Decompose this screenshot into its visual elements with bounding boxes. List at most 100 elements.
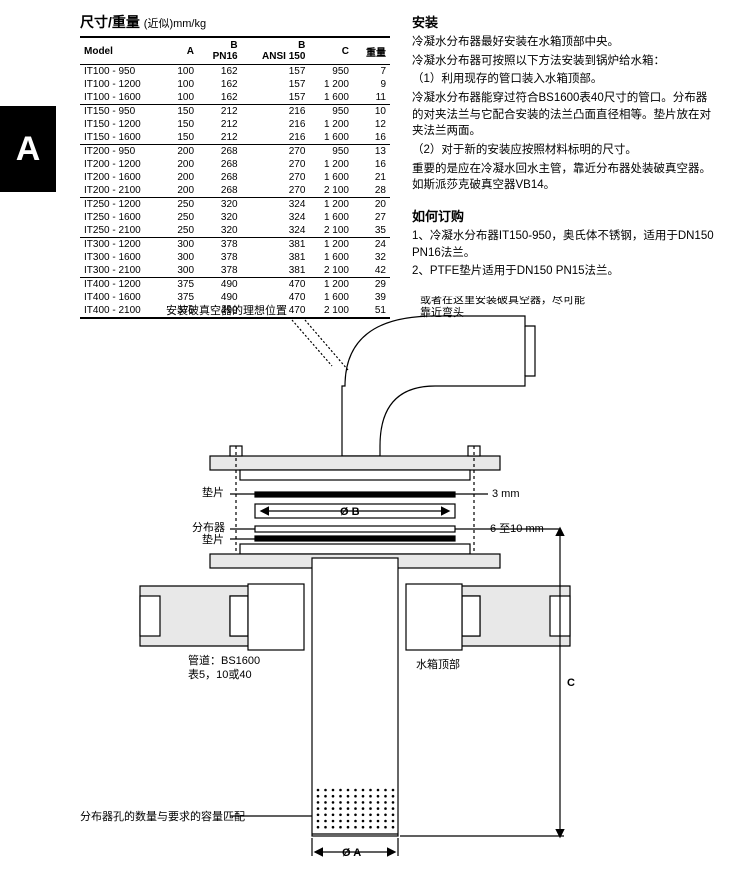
table-cell: IT250 - 1600 xyxy=(80,211,165,224)
paragraph: （2）对于新的安装应按照材料标明的尺寸。 xyxy=(412,142,716,159)
table-cell: 1 600 xyxy=(309,211,353,224)
table-cell: 35 xyxy=(353,224,390,238)
table-cell: IT250 - 1200 xyxy=(80,198,165,212)
table-cell: 200 xyxy=(165,145,198,159)
table-cell: IT400 - 1200 xyxy=(80,278,165,292)
table-cell: 16 xyxy=(353,131,390,145)
table-row: IT250 - 21002503203242 10035 xyxy=(80,224,390,238)
table-cell: 216 xyxy=(242,131,310,145)
table-header: Model xyxy=(80,37,165,65)
table-header: C xyxy=(309,37,353,65)
table-cell: 12 xyxy=(353,118,390,131)
table-cell: IT100 - 1200 xyxy=(80,78,165,91)
table-cell: 2 100 xyxy=(309,264,353,278)
table-cell: 11 xyxy=(353,91,390,105)
diagram: 安装破真空器的理想位置 或者在这里安装破真空器，尽可能 靠近弯头 垫片 Ø B … xyxy=(80,296,640,862)
table-cell: 1 600 xyxy=(309,91,353,105)
table-cell: 100 xyxy=(165,78,198,91)
table-cell: 270 xyxy=(242,171,310,184)
table-cell: IT200 - 2100 xyxy=(80,184,165,198)
table-cell: IT150 - 950 xyxy=(80,105,165,119)
table-cell: 200 xyxy=(165,184,198,198)
table-cell: 200 xyxy=(165,171,198,184)
table-cell: 950 xyxy=(309,145,353,159)
table-cell: 320 xyxy=(198,198,242,212)
table-cell: IT150 - 1200 xyxy=(80,118,165,131)
table-cell: 216 xyxy=(242,105,310,119)
table-head: ModelABPN16BANSI 150C重量 xyxy=(80,37,390,65)
label-dia-b: Ø B xyxy=(340,506,360,518)
table-header: BANSI 150 xyxy=(242,37,310,65)
table-cell: 200 xyxy=(165,158,198,171)
table-row: IT300 - 21003003783812 10042 xyxy=(80,264,390,278)
table-cell: IT200 - 1200 xyxy=(80,158,165,171)
paragraph: 冷凝水分布器能穿过符合BS1600表40尺寸的管口。分布器的对夹法兰与它配合安装… xyxy=(412,90,716,140)
table-row: IT200 - 12002002682701 20016 xyxy=(80,158,390,171)
table-cell: 268 xyxy=(198,184,242,198)
table-cell: 216 xyxy=(242,118,310,131)
label-gasket2: 垫片 xyxy=(202,532,224,546)
table-cell: 1 200 xyxy=(309,278,353,292)
table-row: IT300 - 16003003783811 60032 xyxy=(80,251,390,264)
table-cell: 1 200 xyxy=(309,238,353,252)
table-cell: 162 xyxy=(198,78,242,91)
paragraph: （1）利用现存的管口装入水箱顶部。 xyxy=(412,71,716,88)
table-cell: 42 xyxy=(353,264,390,278)
label-distributor: 分布器 xyxy=(192,521,225,534)
table-cell: 250 xyxy=(165,211,198,224)
table-cell: 268 xyxy=(198,171,242,184)
table-cell: 270 xyxy=(242,184,310,198)
label-3mm: 3 mm xyxy=(492,488,520,500)
table-header: 重量 xyxy=(353,37,390,65)
table-cell: 270 xyxy=(242,158,310,171)
table-row: IT150 - 12001502122161 20012 xyxy=(80,118,390,131)
table-cell: 270 xyxy=(242,145,310,159)
paragraph: 重要的是应在冷凝水回水主管，靠近分布器处装破真空器。如斯派莎克破真空器VB14。 xyxy=(412,161,716,194)
table-cell: 470 xyxy=(242,278,310,292)
table-cell: 950 xyxy=(309,65,353,79)
table-cell: IT100 - 950 xyxy=(80,65,165,79)
label-holes: 分布器孔的数量与要求的容量匹配 xyxy=(80,809,245,823)
table-row: IT200 - 95020026827095013 xyxy=(80,145,390,159)
table-title: 尺寸/重量 (近似)mm/kg xyxy=(80,12,390,32)
col-left: 尺寸/重量 (近似)mm/kg ModelABPN16BANSI 150C重量 … xyxy=(80,12,390,319)
table-cell: 150 xyxy=(165,118,198,131)
table-row: IT100 - 16001001621571 60011 xyxy=(80,91,390,105)
table-cell: 1 600 xyxy=(309,251,353,264)
table-cell: 1 200 xyxy=(309,198,353,212)
table-cell: IT150 - 1600 xyxy=(80,131,165,145)
table-row: IT100 - 9501001621579507 xyxy=(80,65,390,79)
table-cell: 300 xyxy=(165,238,198,252)
label-tank-top: 水箱顶部 xyxy=(416,657,460,671)
table-cell: 381 xyxy=(242,251,310,264)
table-cell: 1 200 xyxy=(309,118,353,131)
label-6-10mm: 6 至10 mm xyxy=(490,523,544,535)
table-cell: 375 xyxy=(165,278,198,292)
table-cell: 32 xyxy=(353,251,390,264)
table-row: IT150 - 16001502122161 60016 xyxy=(80,131,390,145)
table-title-sub: (近似)mm/kg xyxy=(144,18,206,30)
label-vac2b: 靠近弯头 xyxy=(420,305,464,319)
table-row: IT250 - 12002503203241 20020 xyxy=(80,198,390,212)
table-cell: 100 xyxy=(165,65,198,79)
label-vac2a: 或者在这里安装破真空器，尽可能 xyxy=(420,296,585,306)
table-cell: 950 xyxy=(309,105,353,119)
table-cell: 24 xyxy=(353,238,390,252)
table-row: IT250 - 16002503203241 60027 xyxy=(80,211,390,224)
table-cell: 378 xyxy=(198,238,242,252)
table-cell: 2 100 xyxy=(309,184,353,198)
table-cell: 1 200 xyxy=(309,78,353,91)
table-cell: 268 xyxy=(198,158,242,171)
table-cell: 162 xyxy=(198,91,242,105)
table-row: IT400 - 12003754904701 20029 xyxy=(80,278,390,292)
paragraph: 2、PTFE垫片适用于DN150 PN15法兰。 xyxy=(412,263,716,280)
table-cell: 21 xyxy=(353,171,390,184)
table-cell: 320 xyxy=(198,211,242,224)
table-cell: 378 xyxy=(198,264,242,278)
table-row: IT300 - 12003003783811 20024 xyxy=(80,238,390,252)
table-cell: 1 600 xyxy=(309,131,353,145)
table-cell: 27 xyxy=(353,211,390,224)
label-c: C xyxy=(567,677,575,689)
table-cell: 324 xyxy=(242,224,310,238)
table-cell: 28 xyxy=(353,184,390,198)
